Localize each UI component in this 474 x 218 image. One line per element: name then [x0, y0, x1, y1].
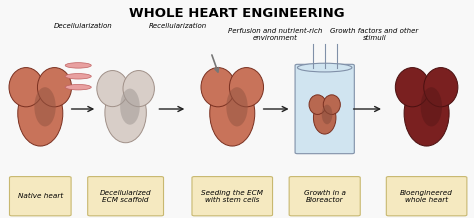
Ellipse shape [34, 87, 56, 126]
Ellipse shape [123, 71, 155, 107]
Ellipse shape [313, 101, 336, 134]
Text: WHOLE HEART ENGINEERING: WHOLE HEART ENGINEERING [129, 7, 345, 20]
FancyBboxPatch shape [88, 177, 164, 216]
Text: Bioengineered
whole heart: Bioengineered whole heart [400, 190, 453, 203]
Ellipse shape [323, 95, 340, 114]
Text: Decellularized
ECM scaffold: Decellularized ECM scaffold [100, 190, 151, 203]
Text: Native heart: Native heart [18, 193, 63, 199]
Text: Seeding the ECM
with stem cells: Seeding the ECM with stem cells [201, 190, 263, 203]
Text: Growth factors and other
stimuli: Growth factors and other stimuli [330, 28, 419, 41]
Ellipse shape [229, 68, 264, 107]
Ellipse shape [120, 89, 140, 125]
Ellipse shape [298, 63, 352, 72]
Ellipse shape [37, 68, 72, 107]
Ellipse shape [9, 68, 43, 107]
Ellipse shape [65, 85, 91, 90]
Text: Growth in a
Bioreactor: Growth in a Bioreactor [304, 190, 346, 203]
FancyBboxPatch shape [192, 177, 273, 216]
Ellipse shape [424, 68, 458, 107]
FancyBboxPatch shape [295, 64, 354, 154]
Ellipse shape [395, 68, 429, 107]
Ellipse shape [322, 105, 332, 124]
FancyBboxPatch shape [9, 177, 71, 216]
Ellipse shape [65, 63, 91, 68]
FancyBboxPatch shape [289, 177, 360, 216]
Ellipse shape [201, 68, 235, 107]
Ellipse shape [97, 71, 128, 107]
Ellipse shape [309, 95, 326, 114]
Ellipse shape [105, 83, 146, 143]
Text: Decellularization: Decellularization [54, 23, 112, 29]
Text: Recellularization: Recellularization [149, 23, 207, 29]
Ellipse shape [421, 87, 442, 126]
Ellipse shape [210, 81, 255, 146]
Ellipse shape [18, 81, 63, 146]
Text: Perfusion and nutrient-rich
environment: Perfusion and nutrient-rich environment [228, 28, 322, 41]
Ellipse shape [227, 87, 247, 126]
Ellipse shape [65, 74, 91, 79]
FancyBboxPatch shape [386, 177, 467, 216]
Ellipse shape [404, 81, 449, 146]
